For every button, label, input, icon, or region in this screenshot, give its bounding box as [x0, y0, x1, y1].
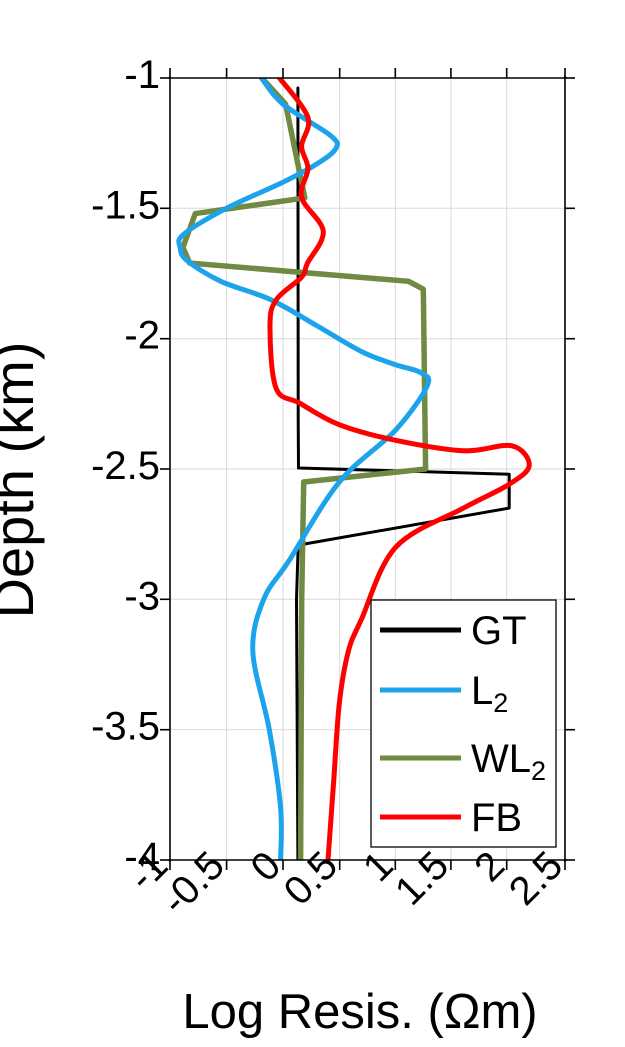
- svg-text:-2: -2: [124, 314, 160, 358]
- svg-text:-1.5: -1.5: [91, 183, 160, 227]
- svg-text:GT: GT: [471, 609, 527, 653]
- svg-text:-2.5: -2.5: [91, 444, 160, 488]
- svg-text:-3.5: -3.5: [91, 705, 160, 749]
- svg-text:-3: -3: [124, 574, 160, 618]
- svg-text:Depth (km): Depth (km): [0, 342, 45, 619]
- svg-text:Log Resis. (Ωm): Log Resis. (Ωm): [182, 985, 537, 1039]
- svg-text:-1: -1: [124, 53, 160, 97]
- svg-text:FB: FB: [471, 796, 522, 840]
